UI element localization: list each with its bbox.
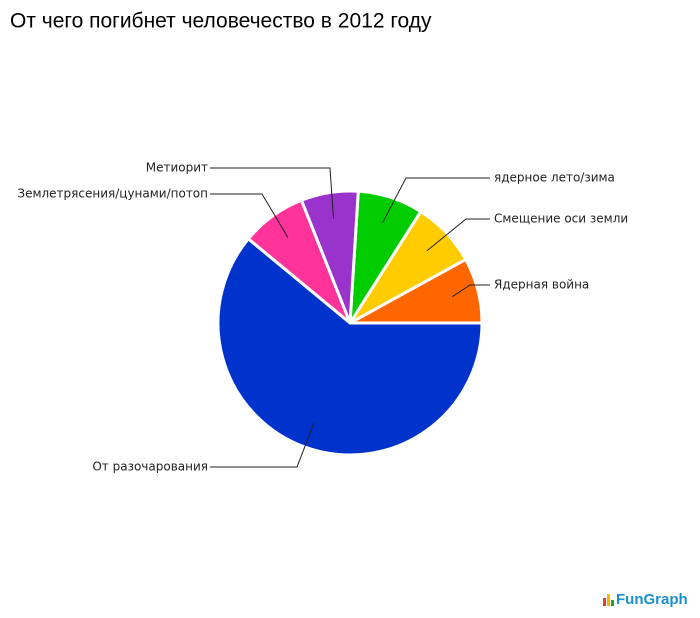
leader-line (382, 177, 490, 223)
logo-bar (607, 594, 610, 606)
chart-title: От чего погибнет человечество в 2012 год… (10, 10, 432, 33)
slice-label: Метиорит (146, 161, 208, 175)
watermark: FunGraph (616, 591, 688, 608)
slice-label: От разочарования (92, 460, 208, 474)
logo-bar (603, 598, 606, 606)
pie-slice (216, 236, 484, 457)
slice-label: Смещение оси земли (494, 212, 628, 226)
logo: FunGraph (603, 591, 688, 608)
leader-line (452, 284, 490, 298)
slice-label: ядерное лето/зима (494, 171, 615, 185)
slice-label: Ядерная война (494, 278, 589, 292)
leader-line (426, 218, 490, 252)
leader-line (210, 167, 334, 219)
slice-label: Землетрясения/цунами/потоп (17, 187, 208, 201)
leader-line (210, 422, 315, 468)
logo-bar (611, 600, 614, 606)
leader-line (210, 193, 289, 238)
